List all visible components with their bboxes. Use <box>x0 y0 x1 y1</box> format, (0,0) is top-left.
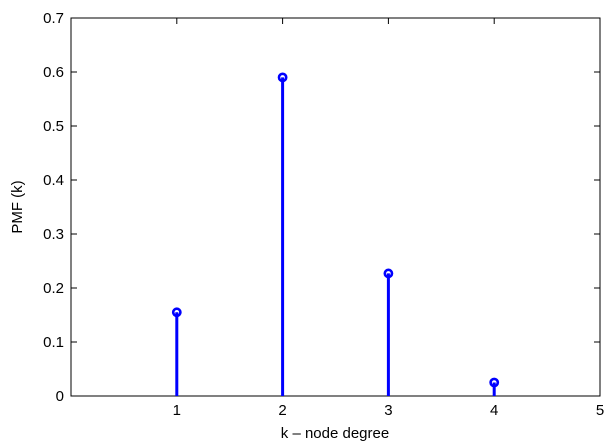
stem-marker <box>489 377 500 388</box>
stem-marker <box>277 72 288 83</box>
x-tick-label: 3 <box>384 402 392 419</box>
x-tick-label: 5 <box>596 402 604 419</box>
y-tick-label: 0.3 <box>43 226 64 243</box>
y-axis: 0 0.1 0.2 0.3 0.4 0.5 0.6 0.7 <box>43 10 600 405</box>
y-tick-label: 0.6 <box>43 64 64 81</box>
data-series <box>171 72 500 396</box>
y-tick-label: 0.1 <box>43 334 64 351</box>
y-tick-label: 0.4 <box>43 172 64 189</box>
x-tick-label: 2 <box>278 402 286 419</box>
plot-area <box>70 17 601 397</box>
stem-marker <box>383 268 394 279</box>
y-tick-label: 0.2 <box>43 280 64 297</box>
x-axis-label: k – node degree <box>281 425 389 442</box>
y-tick-label: 0.5 <box>43 118 64 135</box>
y-axis-label: PMF (k) <box>9 180 26 233</box>
y-tick-label: 0 <box>56 388 64 405</box>
x-tick-label: 4 <box>490 402 498 419</box>
y-tick-label: 0.7 <box>43 10 64 27</box>
stem-marker <box>171 307 182 318</box>
x-tick-label: 1 <box>173 402 181 419</box>
